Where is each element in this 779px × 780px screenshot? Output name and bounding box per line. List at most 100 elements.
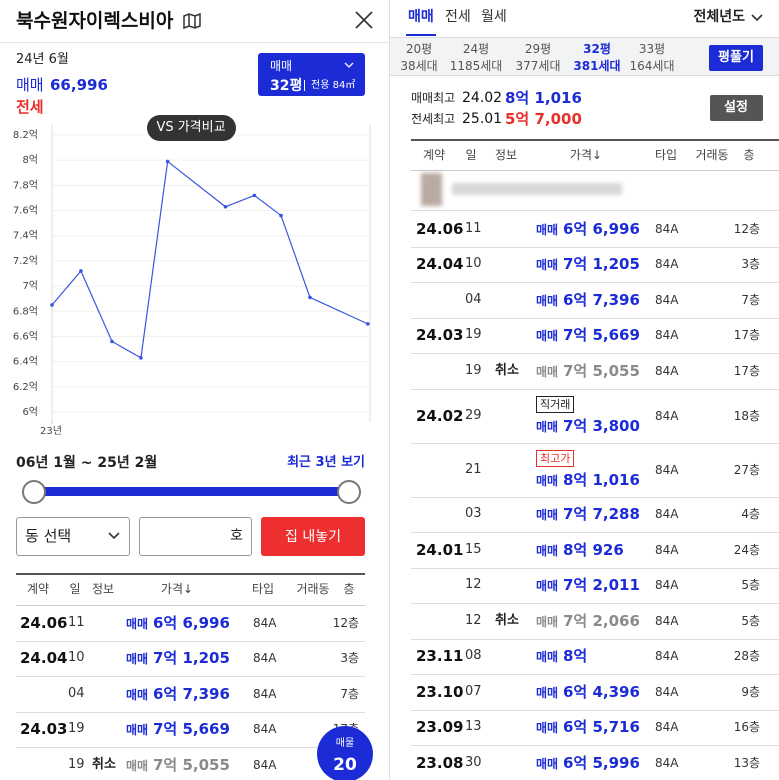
area-pyeong[interactable]: 32평 [270,78,303,94]
row-floor: 3층 [741,257,760,272]
row-floor: 13층 [733,755,760,770]
dong-select[interactable] [16,517,130,556]
table-header: 가격↓ [569,148,603,162]
row-floor: 7층 [741,292,760,307]
row-deal: 매매 [536,756,559,771]
point [50,303,54,307]
blurred-photo [421,173,442,206]
high-label: 매매최고 [411,91,456,105]
row-day: 11 [465,220,482,236]
size-households[interactable]: 381세대 [573,59,621,73]
size-pyeong[interactable]: 29평 [524,42,552,56]
right-table-top-border [411,139,779,141]
row-floor: 28층 [733,649,760,664]
y-tick-label: 6.2억 [13,381,38,393]
list-button[interactable]: 집 내놓기 [285,529,341,545]
y-tick-label: 8.2억 [13,129,38,141]
row-floor: 17층 [733,363,760,378]
table-header: 타입 [654,148,678,162]
table-header: 계약 [422,148,446,162]
close-icon[interactable] [355,11,373,29]
area-deal[interactable]: 매매 [270,59,293,73]
size-households[interactable]: 164세대 [629,59,675,73]
area-size[interactable]: 전용 84㎡ [311,80,356,91]
size-pyeong[interactable]: 20평 [405,42,433,56]
settings-button-bg[interactable] [710,95,763,121]
unfold-button[interactable]: 평풀기 [718,50,754,65]
row-deal: 매매 [536,419,559,434]
row-floor: 4층 [741,507,760,522]
badge-label[interactable]: 매물 [335,738,355,749]
tab[interactable]: 월세 [481,9,507,25]
row-day: 19 [465,327,482,343]
row-deal: 매매 [126,652,149,667]
row-type: 84A [655,408,679,423]
row-date: 24.01 [416,540,464,559]
row-border [411,442,779,444]
row-type: 84A [655,221,679,236]
row-price: 6억 5,716 [563,718,640,737]
row-type: 84A [253,615,277,630]
slider-handle[interactable] [22,480,46,504]
table-header-border [16,605,365,606]
size-pyeong[interactable]: 33평 [638,42,666,56]
price-chart: 8.2억 8억 7.8억 7.6억 7.4억 7.2억 7억 6.8억 6.6억 6.4억 6.2억… [13,125,371,437]
row-price: 8억 [563,647,588,666]
list-button-bg[interactable] [261,517,365,556]
recent-link[interactable]: 최근 3년 보기 [287,455,365,470]
y-tick-label: 7억 [22,280,38,292]
year-filter[interactable]: 전체년도 [693,9,745,25]
high-label: 전세최고 [411,112,456,126]
row-deal: 매매 [536,222,559,237]
row-floor: 27층 [733,462,760,477]
unfold-button-bg[interactable] [709,45,763,71]
size-pyeong[interactable]: 24평 [462,42,490,56]
map-icon[interactable] [183,13,201,29]
point [110,339,114,344]
row-info: 취소 [92,756,116,772]
size-households[interactable]: 38세대 [400,59,438,73]
point [165,159,170,164]
tab[interactable]: 매매 [408,9,434,25]
row-border [411,567,779,569]
row-day: 08 [465,648,482,664]
row-day: 12 [465,612,482,628]
point [308,295,312,300]
badge-count[interactable]: 20 [333,755,357,775]
compare-button[interactable]: VS 가격비교 [156,120,226,135]
row-date: 23.10 [416,682,464,701]
title: 북수원자이렉스비아 [16,10,174,32]
tab[interactable]: 전세 [445,9,471,25]
row-day: 19 [465,362,482,378]
row-border [16,676,365,677]
high-date: 25.01 [462,111,503,127]
row-day: 03 [465,506,482,522]
y-tick-label: 6억 [22,406,38,418]
compare-pill[interactable] [147,115,236,141]
table-header: 정보 [494,148,518,162]
y-tick-label: 7.4억 [13,230,38,242]
area-selector-bg[interactable] [258,53,365,96]
summary-date: 24년 6월 [16,52,69,67]
tab-underline [406,34,436,36]
slider-handle[interactable] [337,480,361,504]
dong-select-label[interactable]: 동 선택 [25,527,72,545]
row-price: 6억 4,396 [563,682,640,701]
row-type: 84A [655,462,679,477]
row-deal: 매매 [126,758,149,773]
right-header-border [411,170,779,171]
listing-badge[interactable] [317,726,373,780]
row-price: 8억 926 [563,540,624,559]
y-tick-label: 6.6억 [13,330,38,342]
settings-button[interactable]: 설정 [724,100,748,115]
size-households[interactable]: 1185세대 [449,59,503,73]
chevron [344,62,354,68]
summary-deal: 매매 [16,76,44,94]
y-tick-label: 7.2억 [13,255,38,267]
ho-input[interactable] [139,517,252,556]
row-day: 30 [465,754,482,770]
size-pyeong[interactable]: 32평 [583,42,611,56]
size-households[interactable]: 377세대 [515,59,561,73]
ho-label[interactable]: 호 [230,528,243,544]
table-header: 일 [69,582,81,596]
